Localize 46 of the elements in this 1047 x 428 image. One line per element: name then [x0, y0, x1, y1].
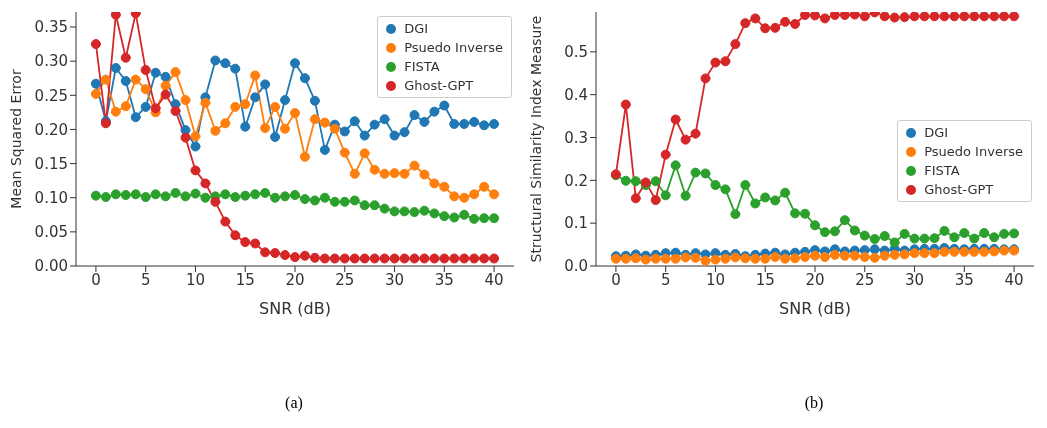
y-tick-label: 0.5: [564, 43, 588, 62]
y-tick-label: 0.20: [34, 120, 68, 139]
y-tick-label: 0.00: [34, 257, 68, 276]
legend-label: FISTA: [404, 58, 440, 76]
y-tick-label: 0.4: [564, 85, 588, 104]
legend-label: DGI: [924, 124, 949, 142]
x-tick-label: 15: [235, 270, 255, 289]
x-tick-label: 40: [484, 270, 504, 289]
x-tick-label: 5: [660, 270, 671, 289]
y-tick-label: 0.2: [564, 171, 588, 190]
y-tick-label: 0.3: [564, 128, 588, 147]
x-tick-label: 20: [805, 270, 825, 289]
x-tick-label: 40: [1004, 270, 1024, 289]
y-tick-label: 0.05: [34, 223, 68, 242]
x-tick-label: 10: [705, 270, 725, 289]
y-tick-label: 0.10: [34, 189, 68, 208]
y-axis-title: Structural Similarity Index Measure: [527, 15, 544, 263]
x-tick-label: 25: [855, 270, 875, 289]
text: (a): [284, 394, 304, 412]
y-tick-label: 0.30: [34, 52, 68, 71]
legend-label: FISTA: [924, 162, 960, 180]
legend-label: Psuedo Inverse: [924, 143, 1023, 161]
x-axis-title: SNR (dB): [779, 299, 851, 318]
x-tick-label: 35: [434, 270, 454, 289]
y-tick-label: 0.25: [34, 86, 68, 105]
y-tick-label: 0.35: [34, 18, 68, 37]
x-tick-label: 15: [755, 270, 775, 289]
y-tick-label: 0.0: [564, 257, 588, 276]
y-tick-label: 0.15: [34, 154, 68, 173]
y-tick-label: 0.1: [564, 214, 588, 233]
legend-label: Ghost-GPT: [924, 181, 994, 199]
x-axis-title: SNR (dB): [259, 299, 331, 318]
legend-label: DGI: [404, 20, 429, 38]
x-tick-label: 5: [140, 270, 151, 289]
x-tick-label: 30: [905, 270, 925, 289]
legend-label: Psuedo Inverse: [404, 39, 503, 57]
x-tick-label: 35: [954, 270, 974, 289]
x-tick-label: 20: [285, 270, 305, 289]
x-tick-label: 0: [91, 270, 101, 289]
text: (b): [803, 394, 825, 412]
x-tick-label: 0: [611, 270, 621, 289]
legend-label: Ghost-GPT: [404, 77, 474, 95]
x-tick-label: 10: [185, 270, 205, 289]
y-axis-title: Mean Squared Error: [7, 69, 24, 209]
x-tick-label: 30: [385, 270, 405, 289]
x-tick-label: 25: [335, 270, 355, 289]
